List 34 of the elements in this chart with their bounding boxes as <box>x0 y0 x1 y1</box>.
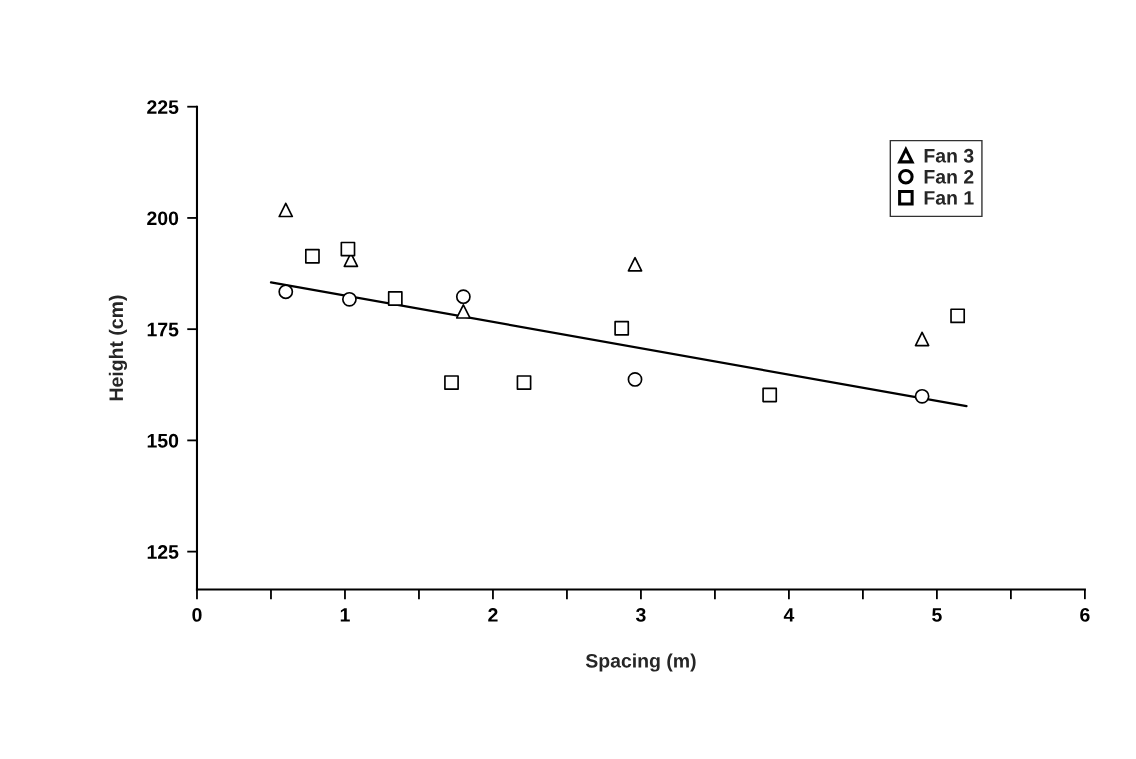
x-tick-label: 2 <box>488 608 498 622</box>
x-tick-label: 5 <box>932 608 942 622</box>
point <box>914 388 930 404</box>
point <box>614 320 630 336</box>
legend-label: Fan 2 <box>924 169 974 184</box>
x-tick-label: 3 <box>635 608 646 622</box>
x-axis-title: Spacing (m) <box>585 653 696 672</box>
point <box>387 291 403 306</box>
point <box>278 284 294 300</box>
x-tick-label: 6 <box>1080 608 1090 622</box>
point <box>627 372 643 387</box>
point <box>455 303 471 319</box>
point <box>950 308 966 324</box>
legend-label: Fan 1 <box>924 191 974 205</box>
x-tick-label: 1 <box>340 608 350 622</box>
y-axis-title: Height (cm) <box>108 295 128 401</box>
point <box>444 375 459 390</box>
y-tick-label: 225 <box>147 100 179 114</box>
point <box>627 256 643 272</box>
point <box>340 241 356 257</box>
y-tick-label: 175 <box>147 322 179 337</box>
point <box>516 375 532 390</box>
y-tick-label: 150 <box>147 433 179 448</box>
legend-label: Fan 3 <box>924 148 974 163</box>
point <box>762 387 778 403</box>
x-tick-label: 4 <box>783 608 795 622</box>
point <box>341 291 357 307</box>
point <box>304 248 320 264</box>
point <box>455 289 471 305</box>
point <box>914 331 930 347</box>
y-tick-label: 200 <box>147 211 179 226</box>
point <box>278 202 294 218</box>
y-tick-label: 125 <box>147 545 179 559</box>
x-tick-label: 0 <box>192 608 202 622</box>
